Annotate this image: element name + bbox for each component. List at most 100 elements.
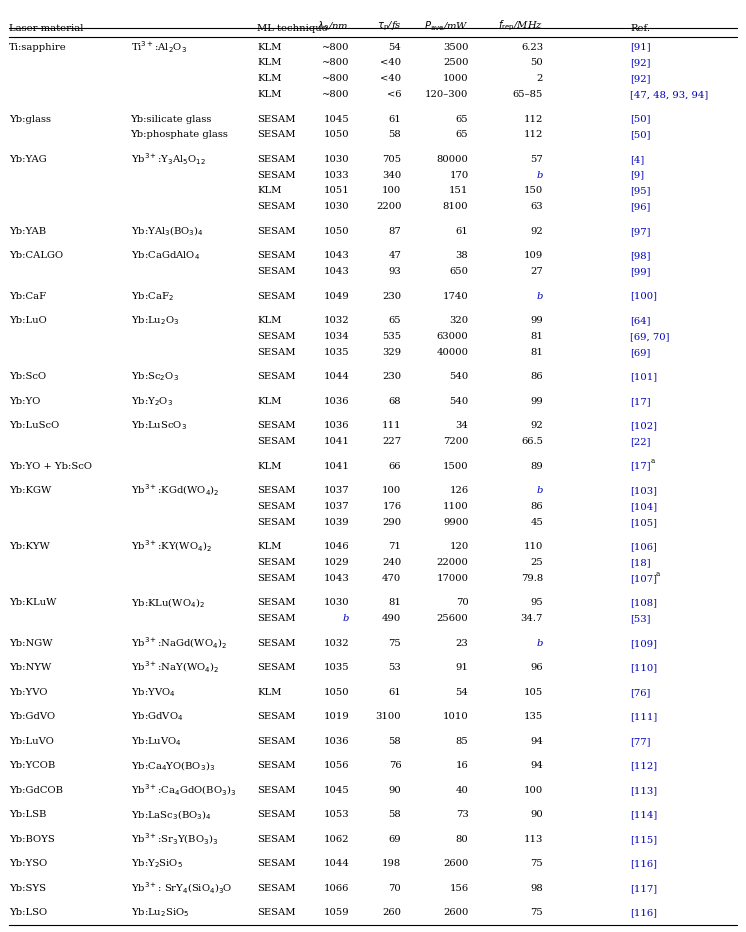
Text: 45: 45: [530, 518, 543, 527]
Text: Yb:KGW: Yb:KGW: [9, 487, 51, 495]
Text: Yb:YSO: Yb:YSO: [9, 859, 47, 869]
Text: 94: 94: [530, 761, 543, 771]
Text: 2200: 2200: [376, 202, 401, 212]
Text: 470: 470: [382, 574, 401, 582]
Text: a: a: [656, 569, 660, 578]
Text: 73: 73: [456, 810, 468, 819]
Text: 86: 86: [530, 372, 543, 381]
Text: <6: <6: [387, 90, 401, 99]
Text: SESAM: SESAM: [257, 372, 296, 381]
Text: 95: 95: [530, 598, 543, 608]
Text: 86: 86: [530, 502, 543, 511]
Text: 1035: 1035: [324, 664, 349, 672]
Text: 25600: 25600: [436, 614, 468, 624]
Text: [91]: [91]: [630, 43, 651, 51]
Text: Yb:CaF: Yb:CaF: [9, 292, 46, 301]
Text: [109]: [109]: [630, 638, 657, 648]
Text: [108]: [108]: [630, 598, 657, 608]
Text: SESAM: SESAM: [257, 115, 296, 124]
Text: [100]: [100]: [630, 292, 657, 301]
Text: [22]: [22]: [630, 437, 651, 446]
Text: 290: 290: [382, 518, 401, 527]
Text: SESAM: SESAM: [257, 332, 296, 341]
Text: [47, 48, 93, 94]: [47, 48, 93, 94]: [630, 90, 709, 99]
Text: 66: 66: [389, 461, 401, 471]
Text: Yb:LuO: Yb:LuO: [9, 316, 47, 325]
Text: 170: 170: [449, 171, 468, 180]
Text: 69: 69: [389, 835, 401, 843]
Text: 87: 87: [389, 226, 401, 236]
Text: SESAM: SESAM: [257, 202, 296, 212]
Text: Yb:LuScO$_3$: Yb:LuScO$_3$: [131, 419, 186, 432]
Text: 93: 93: [389, 267, 401, 276]
Text: Yb$^{3+}$:KY(WO$_4$)$_2$: Yb$^{3+}$:KY(WO$_4$)$_2$: [131, 539, 211, 555]
Text: Yb:ScO: Yb:ScO: [9, 372, 46, 381]
Text: 54: 54: [456, 688, 468, 697]
Text: 34.7: 34.7: [521, 614, 543, 624]
Text: Yb:LSO: Yb:LSO: [9, 909, 47, 917]
Text: 85: 85: [456, 737, 468, 746]
Text: [92]: [92]: [630, 59, 651, 67]
Text: KLM: KLM: [257, 397, 282, 405]
Text: [116]: [116]: [630, 859, 657, 869]
Text: 75: 75: [389, 638, 401, 648]
Text: [116]: [116]: [630, 909, 657, 917]
Text: Yb:glass: Yb:glass: [9, 115, 51, 124]
Text: Yb:silicate glass: Yb:silicate glass: [131, 115, 212, 124]
Text: SESAM: SESAM: [257, 437, 296, 446]
Text: 75: 75: [530, 859, 543, 869]
Text: 1032: 1032: [324, 638, 349, 648]
Text: [106]: [106]: [630, 542, 657, 552]
Text: Yb:YO + Yb:ScO: Yb:YO + Yb:ScO: [9, 461, 92, 471]
Text: $\lambda_0$/nm: $\lambda_0$/nm: [317, 19, 349, 33]
Text: 2600: 2600: [443, 909, 468, 917]
Text: [95]: [95]: [630, 186, 651, 196]
Text: 70: 70: [456, 598, 468, 608]
Text: Ref.: Ref.: [630, 23, 651, 33]
Text: 23: 23: [456, 638, 468, 648]
Text: Yb:LaSc$_3$(BO$_3$)$_4$: Yb:LaSc$_3$(BO$_3$)$_4$: [131, 808, 211, 822]
Text: 92: 92: [530, 421, 543, 431]
Text: Yb:Ca$_4$YO(BO$_3$)$_3$: Yb:Ca$_4$YO(BO$_3$)$_3$: [131, 759, 215, 773]
Text: 2600: 2600: [443, 859, 468, 869]
Text: 65: 65: [389, 316, 401, 325]
Text: 1062: 1062: [324, 835, 349, 843]
Text: 94: 94: [530, 737, 543, 746]
Text: KLM: KLM: [257, 461, 282, 471]
Text: [50]: [50]: [630, 115, 651, 124]
Text: Yb:GdVO$_4$: Yb:GdVO$_4$: [131, 710, 183, 723]
Text: [104]: [104]: [630, 502, 657, 511]
Text: Yb:KLuW: Yb:KLuW: [9, 598, 57, 608]
Text: SESAM: SESAM: [257, 737, 296, 746]
Text: SESAM: SESAM: [257, 598, 296, 608]
Text: Yb:LuVO$_4$: Yb:LuVO$_4$: [131, 735, 181, 747]
Text: [117]: [117]: [630, 884, 657, 893]
Text: a: a: [651, 458, 655, 465]
Text: Yb:YVO$_4$: Yb:YVO$_4$: [131, 686, 175, 699]
Text: 98: 98: [530, 884, 543, 893]
Text: 53: 53: [389, 664, 401, 672]
Text: 1050: 1050: [324, 688, 349, 697]
Text: 96: 96: [530, 664, 543, 672]
Text: 63000: 63000: [436, 332, 468, 341]
Text: KLM: KLM: [257, 75, 282, 83]
Text: ~800: ~800: [322, 75, 349, 83]
Text: [92]: [92]: [630, 75, 651, 83]
Text: [102]: [102]: [630, 421, 657, 431]
Text: [101]: [101]: [630, 372, 657, 381]
Text: 227: 227: [382, 437, 401, 446]
Text: 1039: 1039: [324, 518, 349, 527]
Text: 1051: 1051: [323, 186, 349, 196]
Text: SESAM: SESAM: [257, 518, 296, 527]
Text: 1100: 1100: [442, 502, 468, 511]
Text: Yb:GdCOB: Yb:GdCOB: [9, 786, 63, 795]
Text: 1037: 1037: [324, 487, 349, 495]
Text: 260: 260: [383, 909, 401, 917]
Text: 1030: 1030: [324, 155, 349, 164]
Text: 90: 90: [389, 786, 401, 795]
Text: 150: 150: [524, 186, 543, 196]
Text: 1037: 1037: [324, 502, 349, 511]
Text: 540: 540: [449, 397, 468, 405]
Text: Yb:YAG: Yb:YAG: [9, 155, 47, 164]
Text: 1045: 1045: [323, 115, 349, 124]
